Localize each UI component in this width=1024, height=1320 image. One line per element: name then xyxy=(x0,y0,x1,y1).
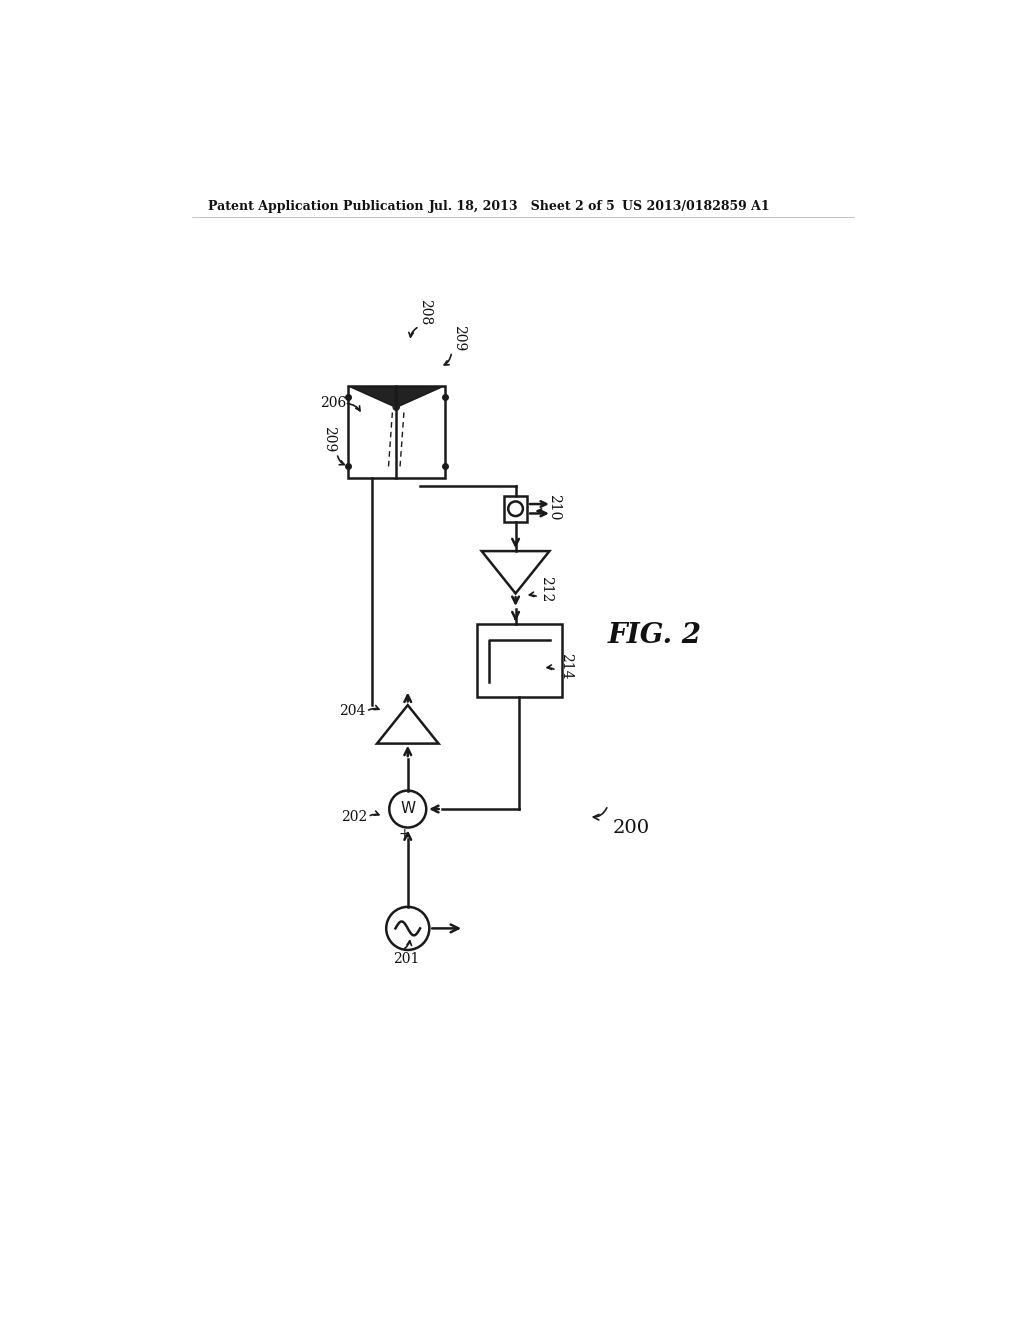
FancyArrowPatch shape xyxy=(338,455,344,465)
Circle shape xyxy=(393,404,399,411)
Text: W: W xyxy=(400,801,416,816)
Text: Jul. 18, 2013   Sheet 2 of 5: Jul. 18, 2013 Sheet 2 of 5 xyxy=(429,199,616,213)
Text: 210: 210 xyxy=(547,494,561,520)
Text: 208: 208 xyxy=(419,300,432,326)
Text: +: + xyxy=(398,828,410,841)
Polygon shape xyxy=(397,387,441,407)
FancyArrowPatch shape xyxy=(538,508,544,513)
Text: 212: 212 xyxy=(540,577,553,603)
FancyArrowPatch shape xyxy=(369,705,379,710)
Polygon shape xyxy=(351,387,395,407)
FancyArrowPatch shape xyxy=(529,593,537,597)
Bar xyxy=(477,624,562,697)
Bar xyxy=(504,496,527,521)
Text: 209: 209 xyxy=(323,426,336,453)
Text: 214: 214 xyxy=(559,653,572,680)
FancyArrowPatch shape xyxy=(547,665,554,669)
Text: 200: 200 xyxy=(612,820,649,837)
Text: 202: 202 xyxy=(341,809,367,824)
FancyArrowPatch shape xyxy=(404,941,412,948)
Text: FIG. 2: FIG. 2 xyxy=(607,622,701,649)
Text: Patent Application Publication: Patent Application Publication xyxy=(208,199,423,213)
Text: 201: 201 xyxy=(393,952,420,966)
FancyArrowPatch shape xyxy=(409,327,417,337)
FancyArrowPatch shape xyxy=(347,404,360,411)
Text: 209: 209 xyxy=(453,325,466,351)
FancyArrowPatch shape xyxy=(371,810,379,816)
Text: US 2013/0182859 A1: US 2013/0182859 A1 xyxy=(622,199,769,213)
FancyArrowPatch shape xyxy=(593,808,607,820)
Text: 206: 206 xyxy=(319,396,346,411)
FancyArrowPatch shape xyxy=(444,354,452,364)
Text: 204: 204 xyxy=(339,705,366,718)
Bar xyxy=(348,385,444,478)
